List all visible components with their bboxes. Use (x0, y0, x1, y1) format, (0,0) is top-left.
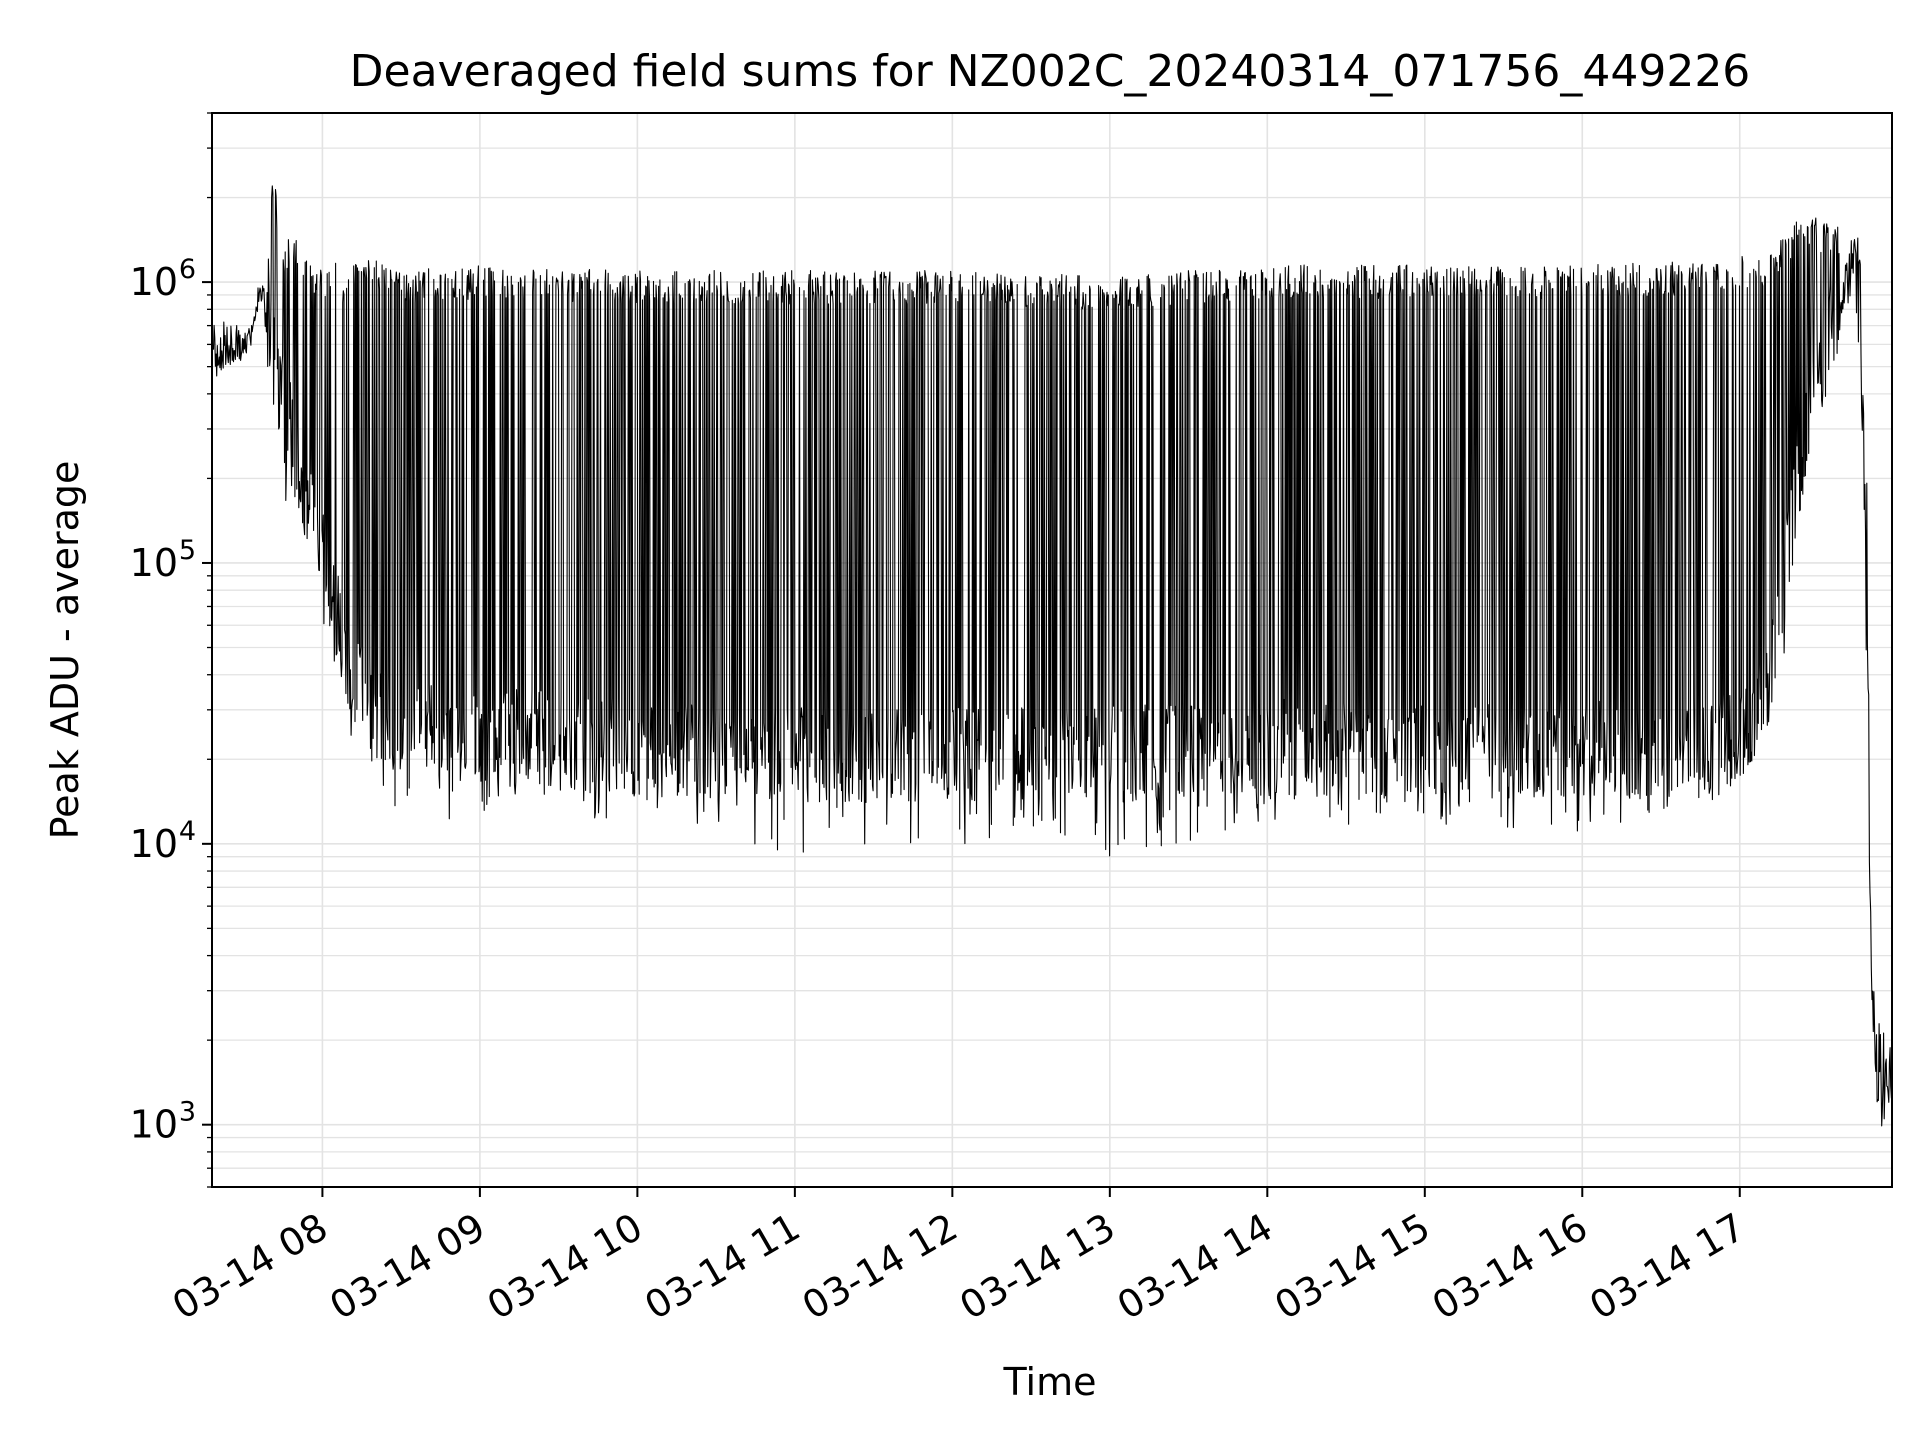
y-tick-label: 10 (130, 541, 178, 585)
y-tick-label: 10 (130, 1103, 178, 1147)
y-tick-label-exponent: 3 (179, 1097, 196, 1128)
y-tick-label-base: 10 (130, 260, 178, 304)
plot-frame (211, 112, 1893, 1188)
x-axis-label: Time (1003, 1360, 1097, 1404)
y-tick-label: 10 (130, 260, 178, 304)
series-line (211, 185, 1893, 1127)
chart-title: Deaveraged field sums for NZ002C_2024031… (350, 46, 1751, 97)
y-axis-label: Peak ADU - average (43, 461, 87, 840)
y-tick-label-base: 10 (130, 822, 178, 866)
series-layer (211, 185, 1893, 1127)
y-tick-label: 10 (130, 822, 178, 866)
y-tick-label-exponent: 4 (179, 816, 196, 847)
y-tick-label-base: 10 (130, 541, 178, 585)
y-tick-label-exponent: 6 (179, 254, 196, 285)
y-tick-label-base: 10 (130, 1103, 178, 1147)
y-tick-label-exponent: 5 (179, 535, 196, 566)
